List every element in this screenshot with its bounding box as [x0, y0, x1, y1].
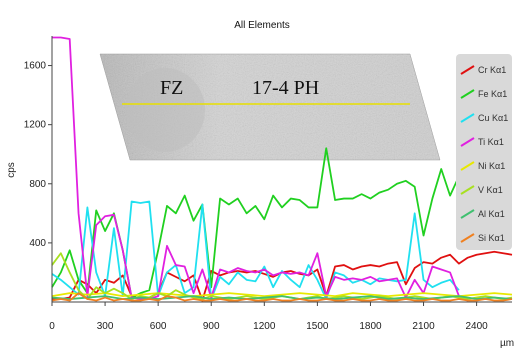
legend-swatch	[460, 161, 475, 171]
legend-label: Cr Kα1	[478, 65, 506, 75]
inset-label-17-4ph: 17-4 PH	[252, 77, 319, 99]
x-ticks: 0 300 600 900 1200 1500 1800 2100 2400	[49, 302, 488, 332]
y-axis-label: cps	[6, 162, 17, 178]
x-tick-label: 1200	[253, 321, 276, 332]
series-layer	[51, 36, 513, 302]
legend-swatch	[460, 89, 475, 99]
series-line-2	[51, 200, 460, 300]
x-tick-label: 1500	[306, 321, 329, 332]
x-tick-label: 600	[150, 321, 167, 332]
legend-label: Si Kα1	[478, 233, 505, 243]
y-tick-label: 400	[29, 238, 46, 249]
x-tick-label: 2100	[412, 321, 435, 332]
x-tick-label: 1800	[359, 321, 382, 332]
x-axis-label: µm	[500, 338, 514, 349]
y-ticks: 400 800 1200 1600	[24, 61, 52, 249]
legend-swatch	[460, 233, 475, 243]
x-tick-label: 0	[49, 321, 55, 332]
y-tick-label: 1200	[24, 120, 47, 131]
axes	[51, 36, 512, 303]
legend-swatch	[460, 113, 475, 123]
legend-swatch	[460, 209, 475, 219]
x-tick-label: 2400	[465, 321, 488, 332]
series-line-7	[51, 292, 513, 302]
chart-title: All Elements	[234, 20, 290, 31]
x-tick-label: 900	[203, 321, 220, 332]
micrograph-inset: FZ 17-4 PH	[99, 53, 441, 161]
legend-swatch	[460, 137, 475, 147]
series-line-3	[52, 36, 469, 302]
legend-label: Al Kα1	[478, 209, 505, 219]
series-line-6	[51, 295, 513, 300]
y-tick-label: 1600	[24, 61, 47, 72]
x-tick-label: 300	[97, 321, 114, 332]
legend-label: V Kα1	[478, 185, 503, 195]
legend: Cr Kα1 Fe Kα1 Cu Kα1 Ti Kα1 Ni Kα1 V Kα1 Al Kα…	[456, 54, 512, 250]
legend-swatch	[460, 65, 475, 75]
legend-label: Ti Kα1	[478, 137, 504, 147]
legend-label: Fe Kα1	[478, 89, 507, 99]
series-line-4	[51, 292, 513, 297]
legend-label: Cu Kα1	[478, 113, 508, 123]
legend-swatch	[460, 185, 475, 195]
inset-label-fz: FZ	[160, 77, 183, 99]
legend-label: Ni Kα1	[478, 161, 505, 171]
legend-background	[456, 54, 512, 250]
y-tick-label: 800	[29, 179, 46, 190]
